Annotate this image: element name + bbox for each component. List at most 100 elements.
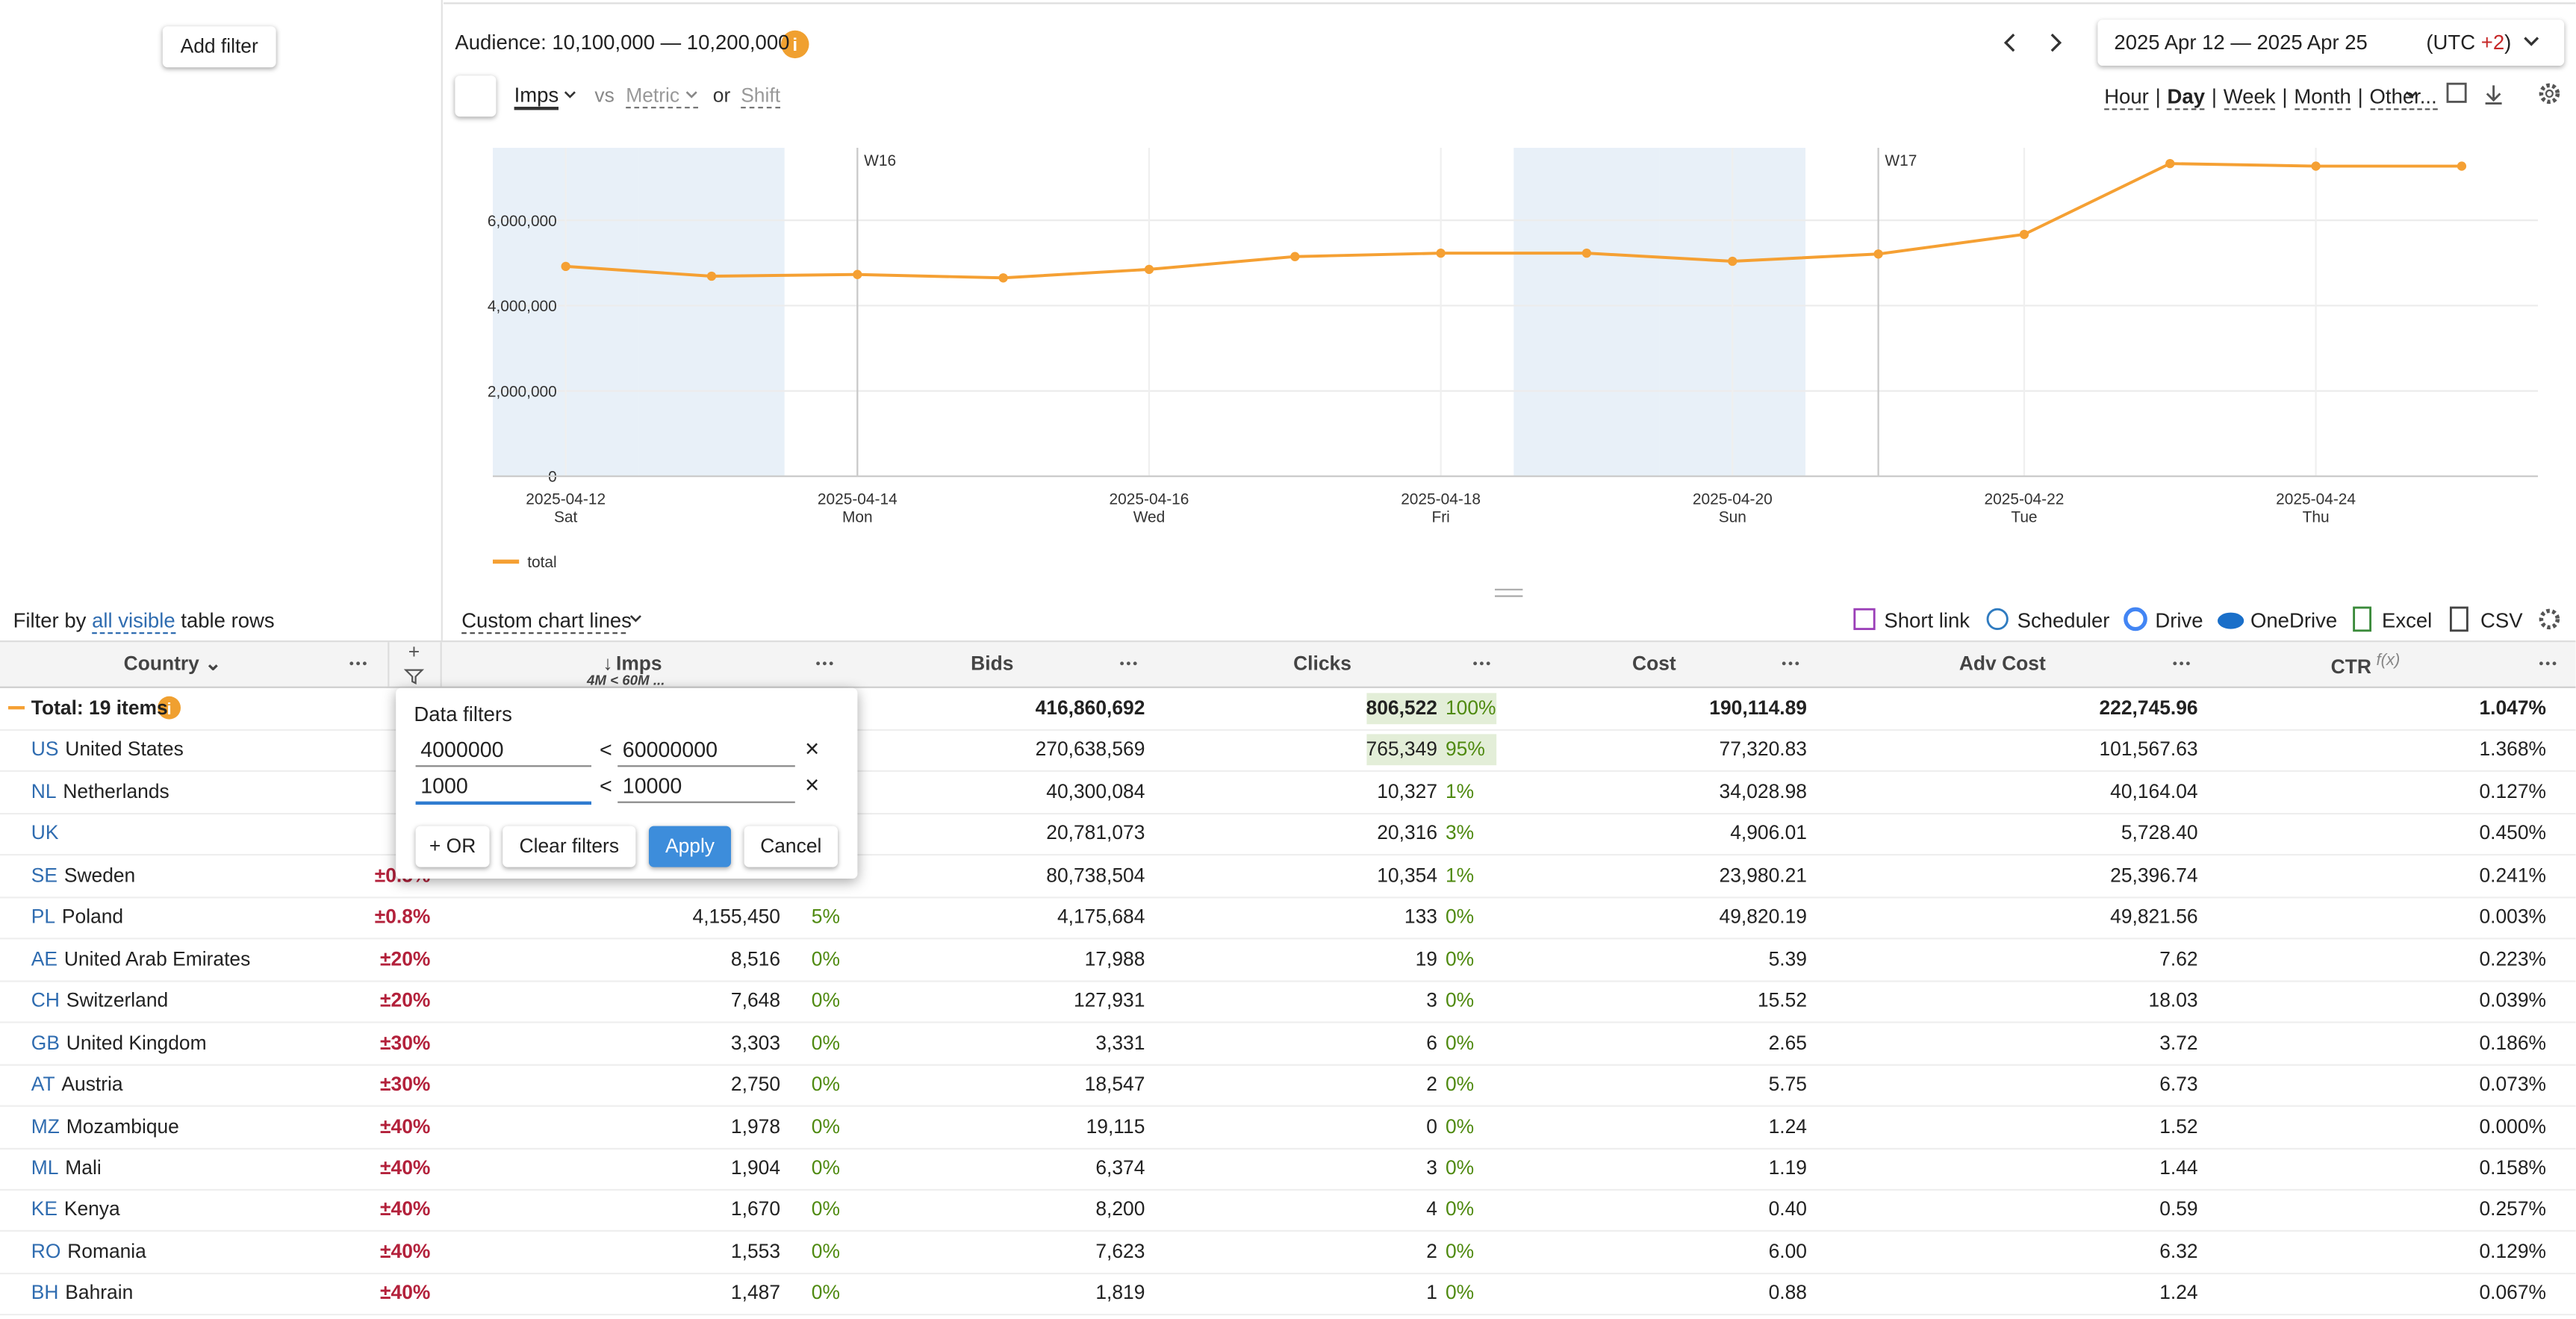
toolbar-item[interactable]: OneDrive bbox=[2250, 609, 2338, 632]
column-header[interactable]: Country ⌄ bbox=[124, 652, 222, 675]
cell-adv-cost: 6.32 bbox=[2159, 1239, 2198, 1263]
granularity-option[interactable]: Other... bbox=[2369, 85, 2437, 110]
menu-dot bbox=[2552, 661, 2557, 666]
cancel-button[interactable]: Cancel bbox=[744, 826, 838, 867]
menu-dot bbox=[1486, 661, 1490, 666]
cell-bids: 416,860,692 bbox=[1035, 696, 1145, 720]
remove-filter[interactable]: × bbox=[805, 735, 820, 764]
cell-cost: 49,820.19 bbox=[1719, 905, 1807, 929]
cell-spread: ±40% bbox=[380, 1239, 431, 1263]
custom-chart-lines[interactable]: Custom chart lines bbox=[461, 609, 632, 634]
granularity-option[interactable]: Day bbox=[2167, 85, 2206, 110]
compare-metric[interactable]: Metric bbox=[626, 84, 698, 109]
cell-bids: 3,331 bbox=[1095, 1030, 1145, 1054]
cell-imps: 1,978 bbox=[730, 1114, 780, 1138]
country-cell[interactable]: AT Austria bbox=[31, 1073, 123, 1096]
granularity-option[interactable]: Week bbox=[2223, 85, 2276, 110]
country-cell[interactable]: NL Netherlands bbox=[31, 780, 169, 803]
country-cell[interactable]: MZ Mozambique bbox=[31, 1114, 179, 1138]
svg-text:i: i bbox=[792, 35, 797, 55]
y-tick-label: 6,000,000 bbox=[488, 213, 557, 230]
popup-title: Data filters bbox=[414, 702, 512, 726]
column-header[interactable]: Bids bbox=[971, 652, 1013, 675]
menu-dot bbox=[2545, 661, 2550, 666]
country-cell[interactable]: ML Mali bbox=[31, 1156, 102, 1179]
cell-imps: 4,155,450 bbox=[692, 905, 780, 929]
x-tick-weekday: Thu bbox=[2303, 509, 2330, 526]
vs-label: vs bbox=[594, 84, 615, 107]
country-code: AT bbox=[31, 1072, 55, 1096]
apply-button[interactable]: Apply bbox=[649, 826, 731, 867]
add-filter-button[interactable]: Add filter bbox=[162, 26, 276, 68]
clicks-highlight bbox=[1366, 693, 1497, 725]
menu-dot bbox=[349, 661, 354, 666]
sort-indicator: ↓ bbox=[603, 652, 613, 676]
weekend-shade bbox=[1513, 148, 1660, 476]
svg-text:+: + bbox=[408, 640, 420, 663]
menu-dot bbox=[822, 661, 827, 666]
country-cell[interactable]: PL Poland bbox=[31, 905, 123, 929]
x-tick-weekday: Mon bbox=[842, 509, 873, 526]
column-header[interactable]: Clicks bbox=[1293, 652, 1351, 675]
granularity-option[interactable]: Hour bbox=[2104, 85, 2149, 110]
clear-button[interactable]: Clear filters bbox=[503, 826, 636, 867]
row-border bbox=[0, 1188, 2576, 1191]
date-picker[interactable]: 2025 Apr 12 — 2025 Apr 25 (UTC +2) bbox=[2097, 19, 2564, 66]
data-point bbox=[1873, 249, 1883, 259]
granularity-option[interactable]: Month bbox=[2294, 85, 2351, 110]
row-border bbox=[0, 896, 2576, 898]
granularity: Hour | Day | Week | Month | Other... bbox=[2104, 85, 2437, 110]
cell-ctr: 1.368% bbox=[2479, 738, 2546, 761]
back-button[interactable] bbox=[455, 75, 497, 117]
filter-max[interactable]: 10000 bbox=[617, 772, 795, 803]
cell-clicks: 765,349 bbox=[1366, 738, 1437, 761]
country-cell[interactable]: BH Bahrain bbox=[31, 1282, 134, 1305]
country-name: Netherlands bbox=[63, 779, 169, 803]
filter-max[interactable]: 60000000 bbox=[617, 736, 795, 767]
toolbar-item[interactable]: Drive bbox=[2155, 609, 2203, 632]
filter-min[interactable]: 1000 bbox=[415, 772, 591, 805]
toolbar-item[interactable]: Short link bbox=[1884, 609, 1970, 632]
column-note: 4M < 60M ... bbox=[586, 671, 665, 688]
country-code: AE bbox=[31, 947, 58, 970]
cell-adv-cost: 1.24 bbox=[2159, 1281, 2198, 1305]
country-name: Bahrain bbox=[65, 1281, 134, 1305]
country-cell[interactable]: UK bbox=[31, 822, 65, 845]
all-visible[interactable]: all visible bbox=[92, 609, 175, 634]
metric-select[interactable]: Imps bbox=[514, 84, 559, 110]
column-header[interactable]: ↓ Imps bbox=[603, 652, 662, 675]
row-border bbox=[0, 938, 2576, 940]
or-button[interactable]: + OR bbox=[415, 826, 490, 867]
country-cell[interactable]: AE United Arab Emirates bbox=[31, 947, 250, 970]
cell-clicks: 1 bbox=[1426, 1281, 1437, 1305]
country-cell[interactable]: GB United Kingdom bbox=[31, 1031, 207, 1054]
cell-cost: 4,906.01 bbox=[1730, 821, 1807, 845]
row-border bbox=[0, 1230, 2576, 1232]
column-header[interactable]: CTR f(x) bbox=[2331, 652, 2401, 678]
toolbar-item[interactable]: Scheduler bbox=[2017, 609, 2110, 632]
y-tick-label: 2,000,000 bbox=[488, 383, 557, 400]
column-header[interactable]: Cost bbox=[1632, 652, 1676, 675]
toolbar-item[interactable]: CSV bbox=[2480, 609, 2523, 632]
cell-clicks: 3 bbox=[1426, 988, 1437, 1012]
country-cell[interactable]: KE Kenya bbox=[31, 1198, 120, 1221]
remove-filter[interactable]: × bbox=[805, 772, 820, 800]
cell-cost: 190,114.89 bbox=[1709, 696, 1807, 720]
x-tick-label: 2025-04-22 bbox=[1985, 490, 2065, 508]
clicks-highlight bbox=[1366, 735, 1497, 767]
cell-clicks: 0 bbox=[1426, 1114, 1437, 1138]
country-cell[interactable]: CH Switzerland bbox=[31, 989, 168, 1012]
cell-adv-cost: 6.73 bbox=[2159, 1072, 2198, 1096]
column-header[interactable]: Adv Cost bbox=[1959, 652, 2046, 675]
cell-clicks-pct: 0% bbox=[1446, 1197, 1475, 1221]
toolbar-item[interactable]: Excel bbox=[2382, 609, 2433, 632]
country-cell[interactable]: RO Romania bbox=[31, 1240, 146, 1263]
country-cell[interactable]: US United States bbox=[31, 738, 184, 761]
filter-min[interactable]: 4000000 bbox=[415, 736, 591, 767]
shift[interactable]: Shift bbox=[741, 84, 781, 109]
row-border bbox=[0, 1272, 2576, 1274]
cell-imps-pct: 0% bbox=[811, 1156, 840, 1179]
x-tick-label: 2025-04-14 bbox=[818, 490, 897, 508]
y-tick-label: 4,000,000 bbox=[488, 298, 557, 315]
country-cell[interactable]: SE Sweden bbox=[31, 864, 135, 887]
